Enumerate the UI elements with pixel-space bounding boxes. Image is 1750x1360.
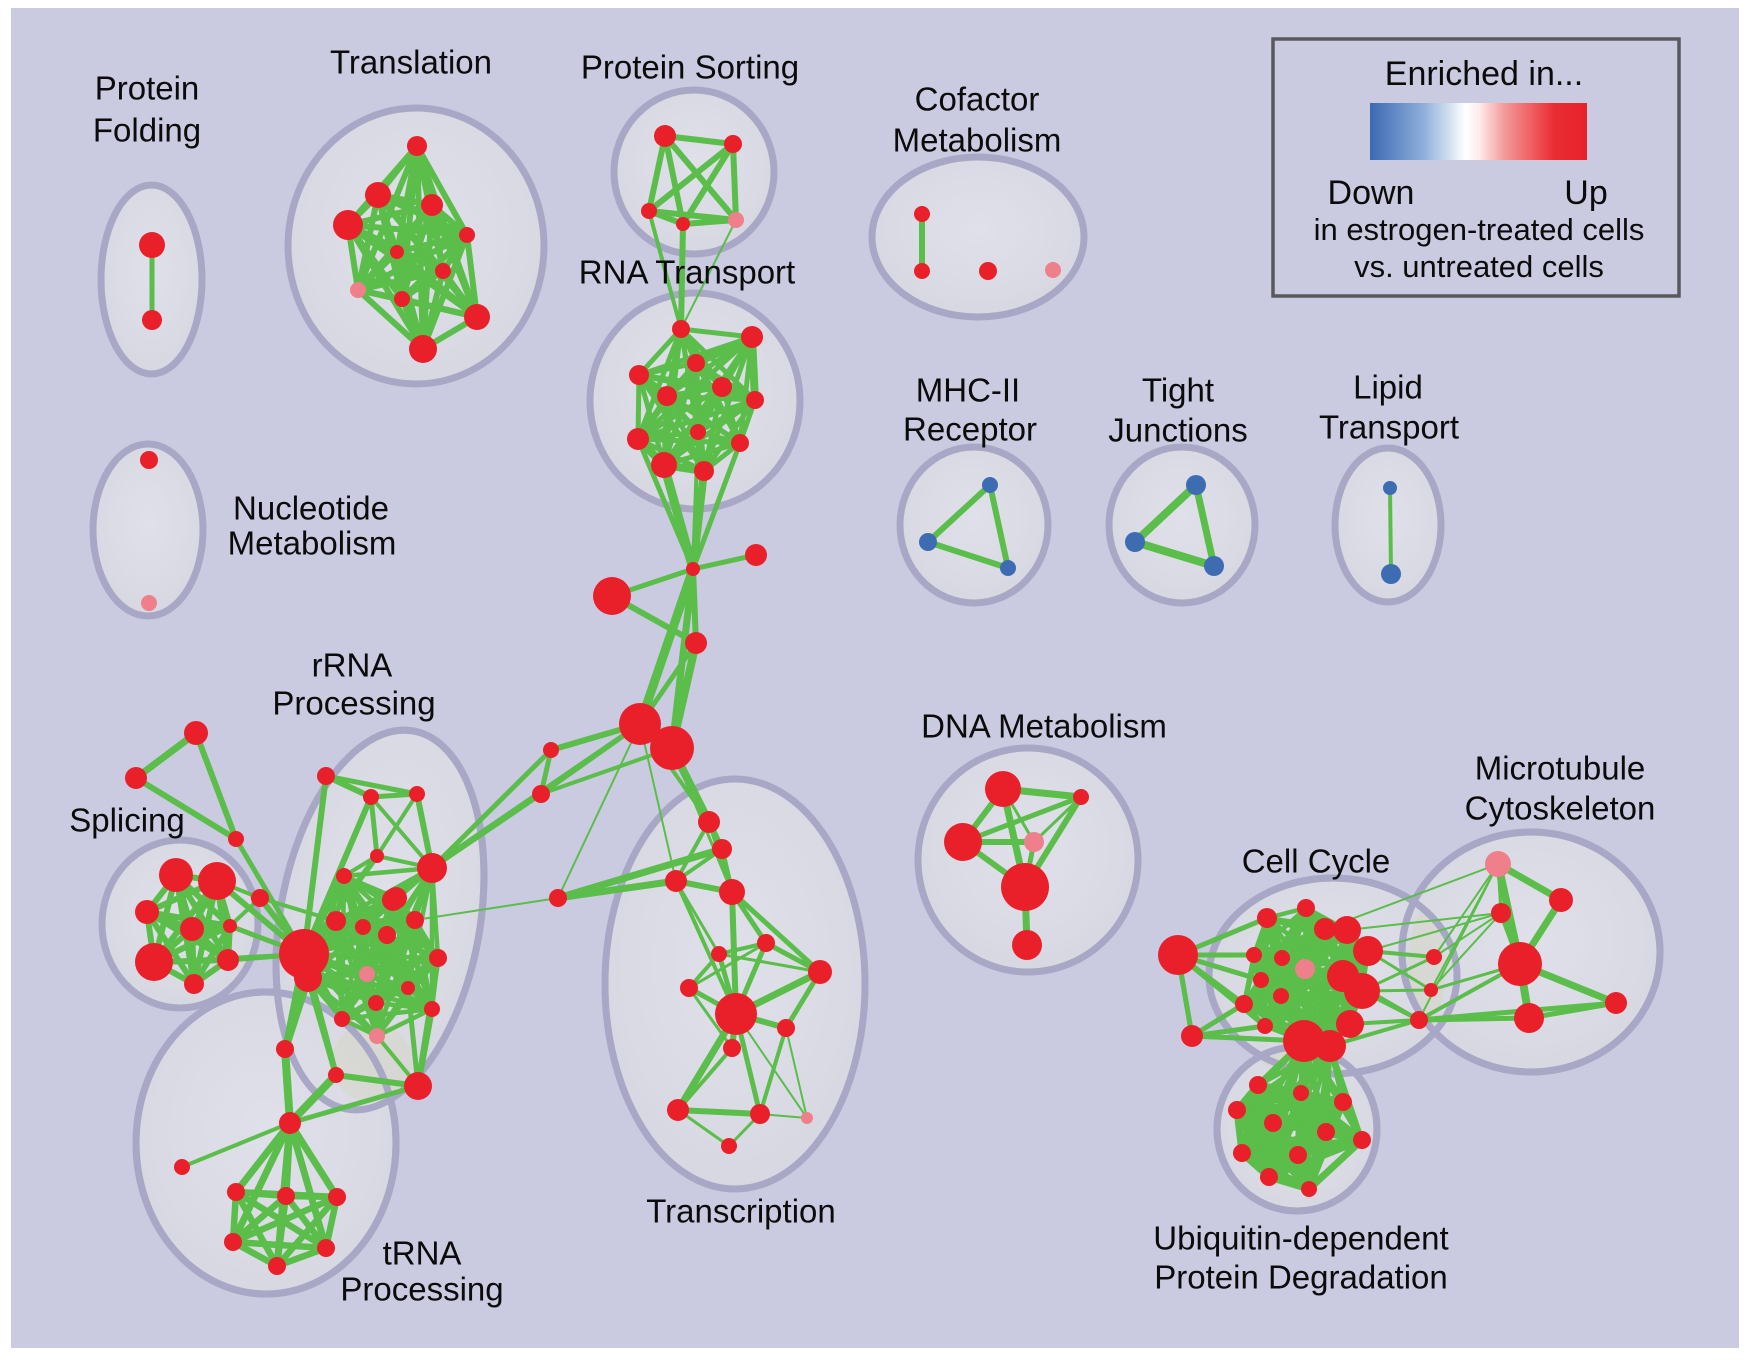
svg-text:in estrogen-treated cells: in estrogen-treated cells <box>1314 212 1645 247</box>
svg-text:Folding: Folding <box>93 112 201 149</box>
svg-text:Processing: Processing <box>272 685 435 722</box>
svg-text:Cofactor: Cofactor <box>915 81 1040 118</box>
svg-text:MHC-II: MHC-II <box>916 372 1020 409</box>
svg-text:rRNA: rRNA <box>312 647 393 684</box>
svg-text:Protein Degradation: Protein Degradation <box>1154 1259 1448 1296</box>
svg-text:tRNA: tRNA <box>383 1235 462 1272</box>
svg-text:Translation: Translation <box>330 44 492 81</box>
svg-text:Cytoskeleton: Cytoskeleton <box>1465 790 1656 827</box>
svg-text:Receptor: Receptor <box>903 411 1037 448</box>
svg-text:Enriched in...: Enriched in... <box>1385 55 1583 93</box>
svg-text:Protein Sorting: Protein Sorting <box>581 49 799 86</box>
svg-text:Metabolism: Metabolism <box>228 525 397 562</box>
svg-text:Down: Down <box>1328 174 1415 212</box>
svg-text:Metabolism: Metabolism <box>893 122 1062 159</box>
svg-text:vs. untreated cells: vs. untreated cells <box>1354 249 1604 284</box>
svg-text:Nucleotide: Nucleotide <box>233 490 389 527</box>
svg-text:Microtubule: Microtubule <box>1475 750 1646 787</box>
svg-text:Junctions: Junctions <box>1108 412 1247 449</box>
svg-text:Lipid: Lipid <box>1353 369 1423 406</box>
svg-text:Cell Cycle: Cell Cycle <box>1242 843 1391 880</box>
svg-text:DNA Metabolism: DNA Metabolism <box>921 708 1167 745</box>
svg-text:Ubiquitin-dependent: Ubiquitin-dependent <box>1153 1220 1448 1257</box>
svg-text:Splicing: Splicing <box>69 802 185 839</box>
svg-text:Transcription: Transcription <box>646 1193 836 1230</box>
svg-text:RNA Transport: RNA Transport <box>579 254 795 291</box>
svg-text:Transport: Transport <box>1319 409 1459 446</box>
svg-text:Up: Up <box>1564 174 1607 212</box>
svg-text:Protein: Protein <box>95 70 200 107</box>
svg-text:Processing: Processing <box>340 1271 503 1308</box>
svg-text:Tight: Tight <box>1142 372 1214 409</box>
